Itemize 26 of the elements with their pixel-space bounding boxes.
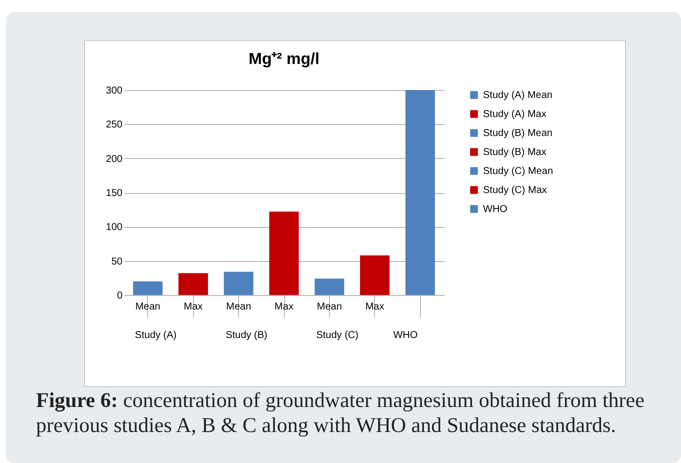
x-tick-label: Mean [135, 302, 160, 312]
y-tick-label: 100 [106, 222, 123, 234]
y-tick-label: 50 [111, 256, 123, 268]
x-tick-label: Max [365, 302, 384, 312]
y-tick-label: 200 [106, 154, 123, 165]
y-tick-label: 300 [106, 86, 123, 96]
x-tick-label: Max [274, 302, 294, 312]
y-tick-label: 250 [106, 120, 123, 131]
caption: Figure 6: concentration of groundwater magnesium obtained from three previous studies A, B & C along with WHO and Sudanese standards. [36, 388, 646, 438]
text: Study (B) [226, 330, 268, 341]
x-tick-label: Mean [316, 302, 342, 312]
y-tick-label: 0 [116, 290, 123, 302]
legend-label: Study (C) Mean [483, 166, 554, 177]
text: Study (A) [134, 330, 177, 341]
legend-label: Study (B) Max [483, 147, 546, 158]
chart-title: Mg⁺² mg/l [248, 51, 320, 68]
x-tick-label: Max [184, 302, 203, 312]
text: Study (C) [316, 330, 358, 341]
legend-label: WHO [483, 204, 508, 215]
legend-label: Study (A) Mean [483, 90, 552, 101]
text: WHO [393, 330, 418, 341]
legend-label: Study (C) Max [483, 185, 547, 196]
y-tick-label: 150 [106, 188, 123, 199]
x-tick-label: Mean [226, 302, 252, 312]
legend-label: Study (A) Max [483, 109, 546, 120]
legend-label: Study (B) Mean [483, 128, 552, 139]
